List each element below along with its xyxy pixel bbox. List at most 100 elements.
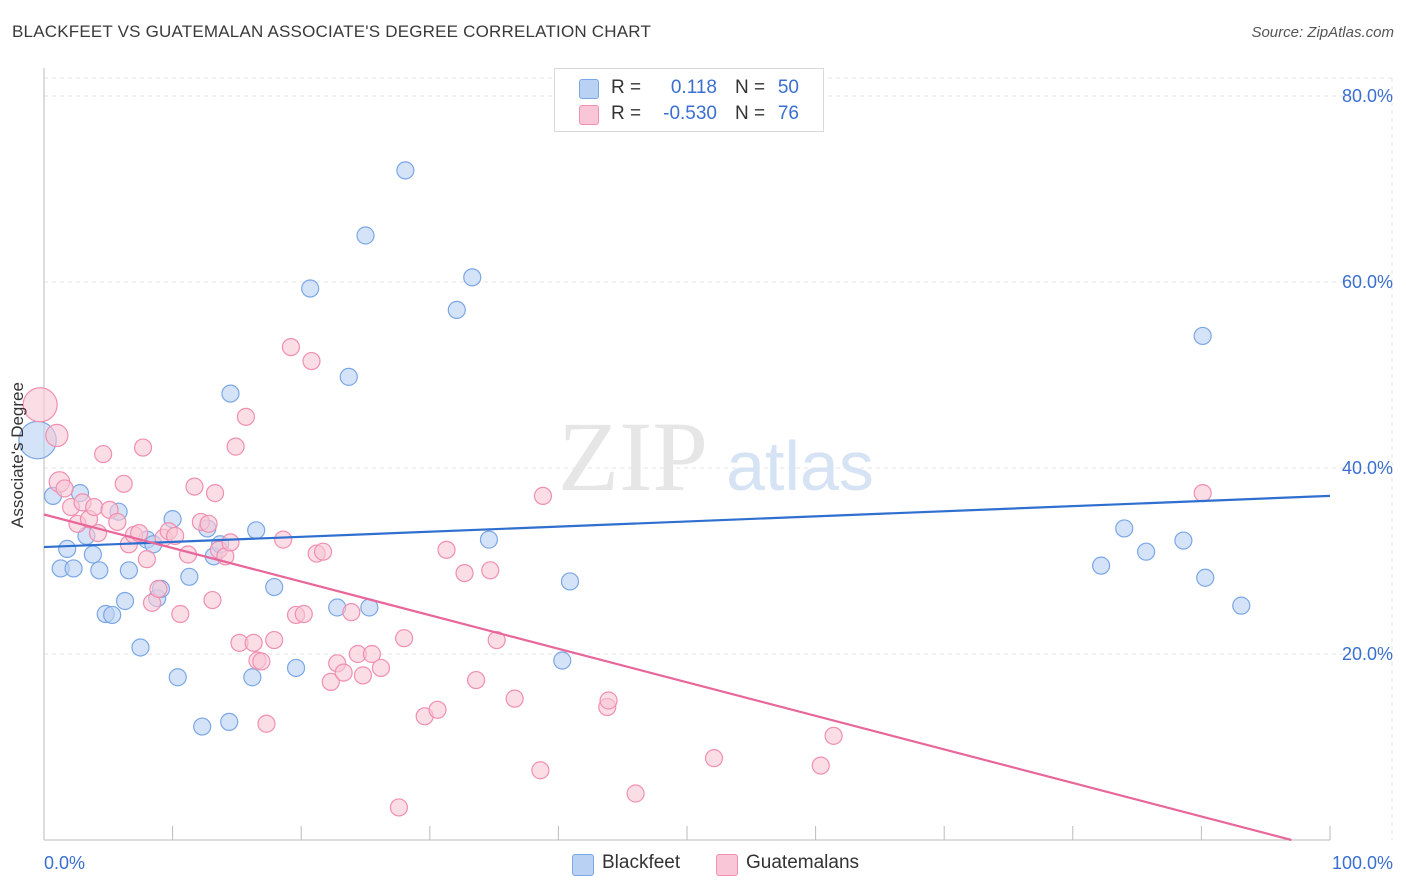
y-tick-label: 80.0%: [1342, 86, 1393, 106]
guatemalan-point: [257, 714, 276, 733]
y-axis-title: Associate's Degree: [8, 382, 27, 528]
guatemalan-point: [171, 604, 190, 624]
blackfeet-point: [396, 161, 415, 180]
guatemalan-point: [244, 633, 263, 652]
r-label: R =: [611, 103, 642, 124]
guatemalan-point: [428, 700, 447, 719]
chart-title: BLACKFEET VS GUATEMALAN ASSOCIATE'S DEGR…: [12, 22, 652, 41]
y-tick-label: 20.0%: [1342, 644, 1393, 664]
guatemalan-point: [205, 484, 225, 503]
r-value: 0.118: [670, 77, 717, 98]
guatemalan-point: [94, 444, 113, 464]
blackfeet-point: [64, 559, 83, 578]
grid-layer: [44, 77, 1393, 840]
guatemalan-point: [626, 784, 645, 803]
blackfeet-point: [119, 561, 138, 580]
guatemalan-point: [199, 514, 218, 533]
blackfeet-point: [265, 577, 284, 597]
guatemalan-point: [226, 437, 245, 456]
stats-legend-row-blackfeet: R = 0.118 N = 50: [555, 75, 823, 101]
r-value: -0.530: [663, 103, 717, 124]
r-label: R =: [611, 77, 642, 98]
blackfeet-point: [83, 545, 102, 564]
blackfeet-point: [193, 717, 212, 736]
blackfeet-point: [553, 651, 572, 670]
guatemalan-point: [114, 474, 133, 493]
guatemalan-point: [203, 590, 222, 610]
blackfeet-point: [301, 279, 320, 298]
guatemalan-trend-line: [43, 513, 1292, 842]
guatemalan-point: [22, 387, 58, 423]
guatemalan-point: [265, 630, 284, 650]
blackfeet-point: [115, 591, 135, 611]
blackfeet-point: [463, 268, 482, 287]
guatemalan-point: [389, 798, 409, 817]
guatemalan-point: [455, 563, 474, 583]
n-label: N =: [735, 103, 766, 124]
guatemalan-point: [137, 550, 156, 569]
guatemalan-point: [302, 351, 321, 371]
blackfeet-point: [247, 521, 266, 540]
blackfeet-point: [103, 605, 122, 625]
blackfeet-point: [243, 668, 262, 687]
watermark-atlas: atlas: [726, 427, 874, 505]
guatemalan-point: [824, 726, 843, 745]
legend-label: Guatemalans: [746, 852, 860, 873]
points-layer: [18, 161, 1251, 817]
guatemalan-point: [133, 438, 153, 457]
blackfeet-point: [1196, 568, 1215, 587]
guatemalan-point: [166, 526, 185, 545]
guatemalan-point: [342, 603, 361, 622]
tick-labels-layer: 20.0% 40.0% 60.0% 80.0% 0.0% 100.0%: [44, 86, 1393, 873]
guatemalan-point: [505, 689, 524, 708]
guatemalan-point: [55, 479, 74, 498]
n-value: 76: [777, 103, 799, 124]
blackfeet-point: [286, 658, 306, 678]
guatemalan-point: [236, 407, 256, 426]
legend-swatch-blackfeet: [579, 79, 599, 99]
legend-label: Blackfeet: [602, 852, 681, 873]
guatemalan-point: [321, 672, 340, 692]
blackfeet-point: [1193, 326, 1212, 346]
x-tick-label-max: 100.0%: [1332, 853, 1393, 873]
guatemalan-point: [811, 756, 830, 775]
blackfeet-point: [1174, 531, 1193, 550]
source-label: Source: ZipAtlas.com: [1251, 24, 1394, 41]
blackfeet-trend-line: [43, 494, 1331, 549]
blackfeet-point: [1115, 519, 1134, 538]
stats-legend-row-guatemalans: R = -0.530 N = 76: [555, 101, 823, 127]
trend-lines-layer: [43, 494, 1331, 842]
blackfeet-point: [1091, 556, 1111, 575]
guatemalan-point: [334, 663, 353, 682]
guatemalan-point: [599, 691, 618, 710]
guatemalan-point: [466, 670, 486, 690]
legend-swatch-guatemalans: [716, 854, 738, 876]
guatemalan-point: [353, 666, 373, 685]
guatemalan-point: [221, 533, 240, 552]
guatemalan-point: [108, 512, 127, 532]
blackfeet-point: [356, 226, 375, 245]
blackfeet-point: [1232, 596, 1251, 615]
guatemalan-point: [394, 629, 414, 648]
series-legend: Blackfeet Guatemalans: [0, 851, 1406, 877]
x-tick-label-min: 0.0%: [44, 853, 85, 873]
blackfeet-point: [221, 384, 240, 403]
guatemalan-point: [252, 652, 271, 671]
guatemalan-point: [294, 604, 313, 624]
y-tick-label: 40.0%: [1342, 458, 1393, 478]
blackfeet-point: [479, 530, 499, 549]
blackfeet-point: [180, 567, 199, 586]
guatemalan-point: [85, 497, 104, 517]
guatemalan-point: [481, 561, 500, 580]
blackfeet-point: [339, 367, 358, 386]
guatemalan-point: [531, 761, 550, 780]
guatemalan-point: [281, 338, 301, 357]
guatemalan-point: [149, 579, 168, 599]
guatemalan-point: [437, 540, 456, 559]
stats-legend: R = 0.118 N = 50 R = -0.530 N = 76: [554, 68, 824, 132]
blackfeet-point: [90, 561, 109, 580]
blackfeet-point: [220, 712, 239, 731]
blackfeet-point: [168, 668, 187, 687]
legend-swatch-blackfeet: [572, 854, 594, 876]
